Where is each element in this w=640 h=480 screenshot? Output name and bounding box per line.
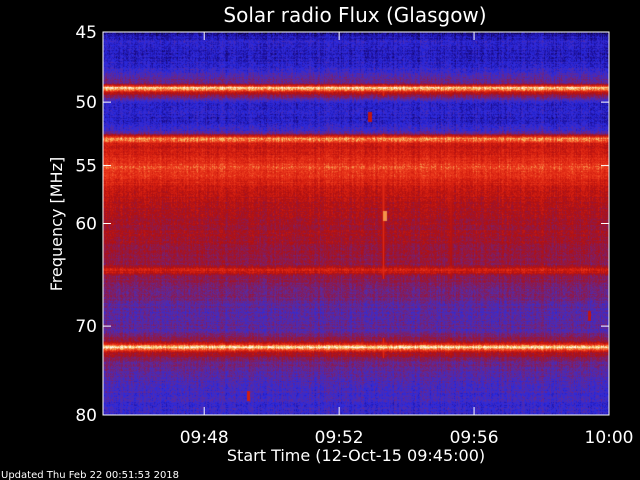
x-tick-label: 09:56	[450, 428, 499, 448]
heatmap-image	[103, 32, 609, 415]
chart-title: Solar radio Flux (Glasgow)	[223, 3, 486, 27]
y-tick-label: 60	[75, 215, 97, 235]
y-axis-ticks: 45 50 55 60 70 80	[75, 23, 609, 426]
y-tick-label: 45	[75, 23, 97, 43]
x-tick-label: 09:52	[315, 428, 364, 448]
y-tick-label: 50	[75, 93, 97, 113]
x-axis-ticks: 09:48 09:52 09:56 10:00	[180, 32, 634, 448]
x-tick-label: 10:00	[585, 428, 634, 448]
y-axis-label: Frequency [MHz]	[47, 157, 66, 291]
y-tick-label: 80	[75, 406, 97, 426]
x-axis-label: Start Time (12-Oct-15 09:45:00)	[227, 446, 485, 465]
y-tick-label: 70	[75, 317, 97, 337]
plot-area	[102, 31, 610, 416]
updated-timestamp: Updated Thu Feb 22 00:51:53 2018	[1, 470, 179, 480]
x-tick-label: 09:48	[180, 428, 229, 448]
y-tick-label: 55	[75, 157, 97, 177]
